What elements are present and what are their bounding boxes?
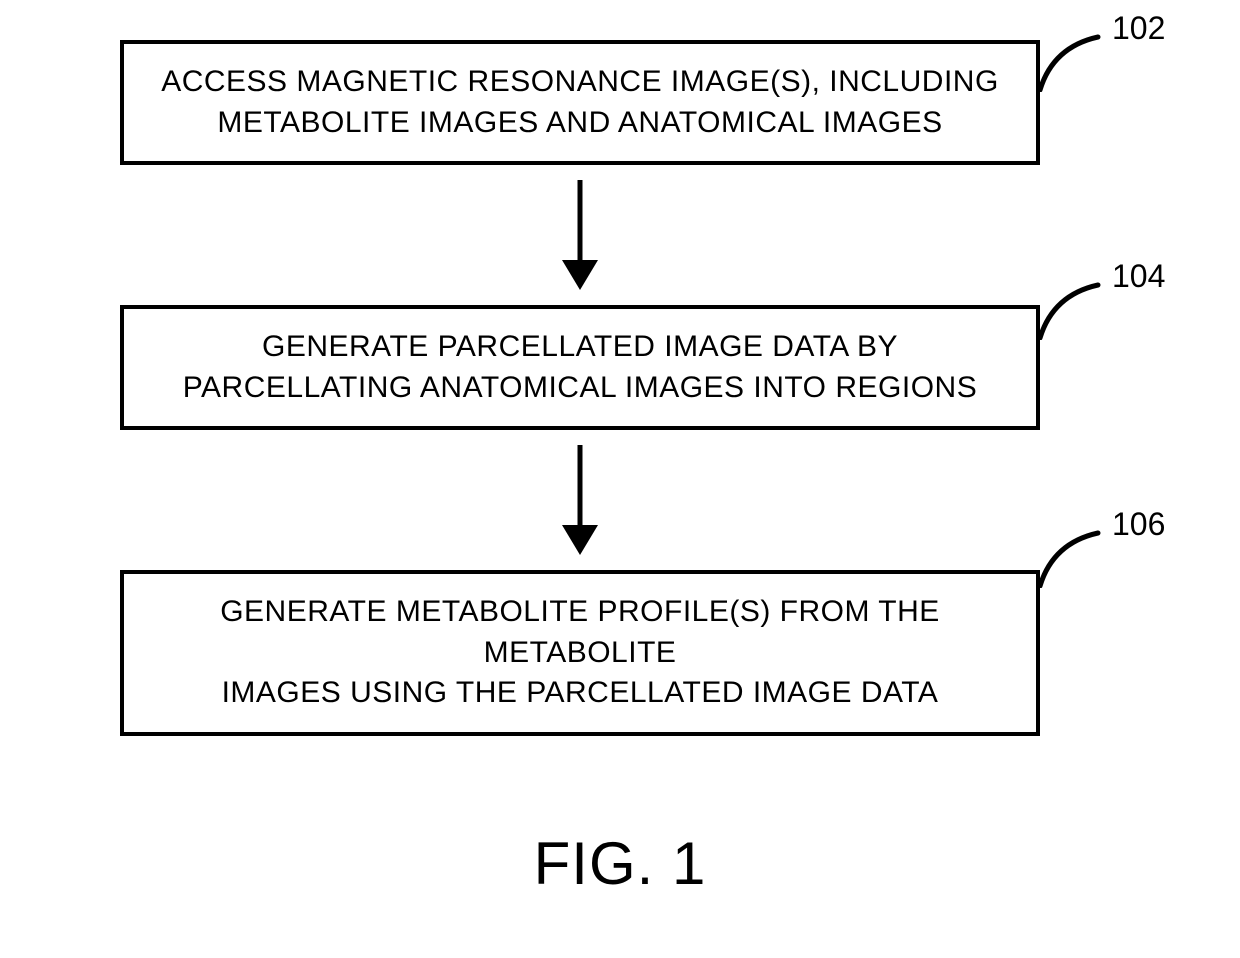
box-106-line2: IMAGES USING THE PARCELLATED IMAGE DATA [154, 673, 1006, 714]
box-104-line1: GENERATE PARCELLATED IMAGE DATA BY [154, 327, 1006, 368]
callout-curve-106 [1038, 528, 1108, 588]
flowchart-box-102: ACCESS MAGNETIC RESONANCE IMAGE(S), INCL… [120, 40, 1040, 165]
callout-curve-102 [1038, 32, 1108, 92]
box-102-line2: METABOLITE IMAGES AND ANATOMICAL IMAGES [154, 103, 1006, 144]
arrow-head-1 [562, 260, 598, 290]
arrow-line-1 [578, 180, 583, 265]
flowchart-container: ACCESS MAGNETIC RESONANCE IMAGE(S), INCL… [80, 40, 1080, 736]
arrow-104-to-106 [120, 430, 1040, 570]
flowchart-box-104: GENERATE PARCELLATED IMAGE DATA BY PARCE… [120, 305, 1040, 430]
box-102-line1: ACCESS MAGNETIC RESONANCE IMAGE(S), INCL… [154, 62, 1006, 103]
figure-caption: FIG. 1 [534, 829, 707, 898]
flowchart-box-106: GENERATE METABOLITE PROFILE(S) FROM THE … [120, 570, 1040, 736]
arrow-head-2 [562, 525, 598, 555]
arrow-102-to-104 [120, 165, 1040, 305]
callout-label-104: 104 [1112, 258, 1165, 295]
callout-curve-104 [1038, 280, 1108, 340]
callout-label-106: 106 [1112, 506, 1165, 543]
callout-label-102: 102 [1112, 10, 1165, 47]
arrow-line-2 [578, 445, 583, 530]
box-104-line2: PARCELLATING ANATOMICAL IMAGES INTO REGI… [154, 368, 1006, 409]
box-106-line1: GENERATE METABOLITE PROFILE(S) FROM THE … [154, 592, 1006, 673]
